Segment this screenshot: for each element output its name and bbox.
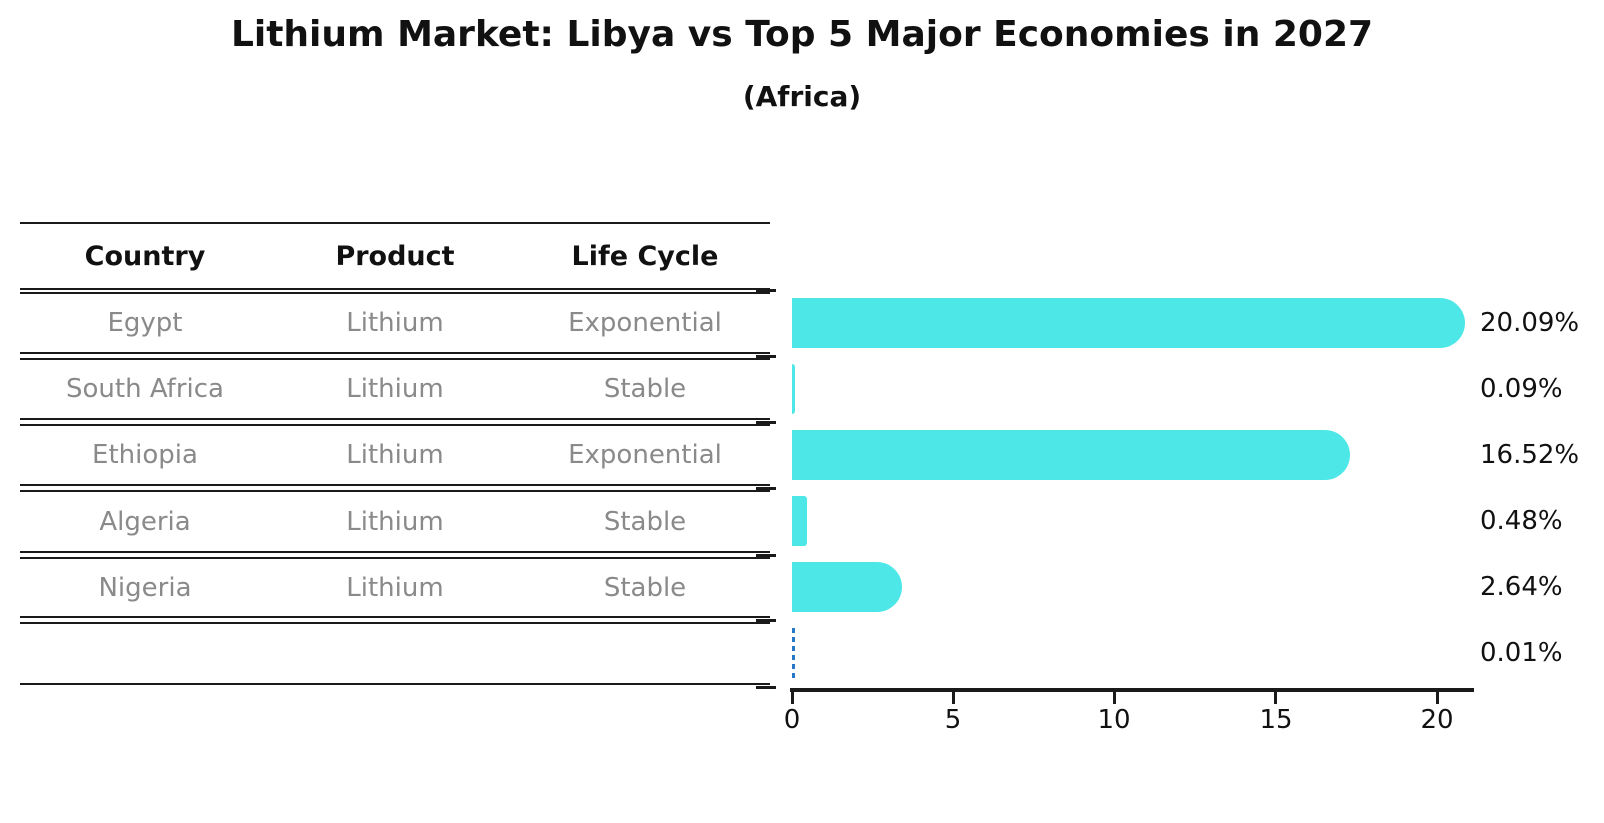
bar-south-africa <box>792 364 795 414</box>
cell-country: Nigeria <box>98 572 192 603</box>
cell-country: Egypt <box>107 308 183 338</box>
cell-country: Algeria <box>99 506 191 537</box>
column-header-lifecycle: Life Cycle <box>571 240 719 272</box>
table-row-ethiopia: Ethiopia Lithium Exponential <box>20 424 770 486</box>
cell-lifecycle <box>520 624 770 683</box>
y-tick <box>756 487 776 490</box>
value-label-libya: 0.01% <box>1480 638 1563 668</box>
table-row-nigeria: Nigeria Lithium Stable <box>20 557 770 618</box>
bar-egypt <box>792 298 1465 348</box>
table-row-algeria: Algeria Lithium Stable <box>20 490 770 553</box>
cell-lifecycle: Stable <box>603 506 687 537</box>
table-row-libya <box>20 622 770 685</box>
y-tick <box>756 421 776 424</box>
value-label-nigeria: 2.64% <box>1480 572 1563 602</box>
cell-country: South Africa <box>66 374 224 404</box>
x-tick-label-10: 10 <box>1097 705 1131 735</box>
x-tick-mark <box>1274 692 1278 704</box>
y-tick <box>756 619 776 622</box>
x-tick-mark <box>790 692 794 704</box>
y-tick <box>756 554 776 557</box>
x-tick-mark <box>951 692 955 704</box>
x-axis-line <box>790 688 1474 692</box>
cell-product <box>270 624 520 683</box>
value-label-algeria: 0.48% <box>1480 506 1563 536</box>
x-tick-mark <box>1113 692 1116 704</box>
cell-country <box>20 624 270 683</box>
x-tick-label-20: 20 <box>1420 705 1454 735</box>
cell-lifecycle: Stable <box>603 374 687 404</box>
bar-algeria <box>792 496 808 546</box>
column-header-product: Product <box>335 240 455 272</box>
value-label-south-africa: 0.09% <box>1480 374 1563 404</box>
cell-product: Lithium <box>346 572 444 603</box>
bar-libya-dashed <box>792 628 795 678</box>
cell-product: Lithium <box>346 374 444 404</box>
y-tick <box>756 686 776 689</box>
y-tick <box>756 355 776 358</box>
cell-lifecycle: Exponential <box>568 440 722 470</box>
bar-nigeria <box>792 562 903 612</box>
column-header-country: Country <box>84 240 206 272</box>
x-tick-label-15: 15 <box>1259 705 1293 735</box>
x-tick-label-0: 0 <box>783 705 801 735</box>
cell-country: Ethiopia <box>92 440 198 470</box>
cell-product: Lithium <box>346 506 444 537</box>
chart-title: Lithium Market: Libya vs Top 5 Major Eco… <box>230 14 1374 55</box>
y-tick <box>756 289 776 292</box>
value-label-ethiopia: 16.52% <box>1480 440 1580 470</box>
chart-subtitle: (Africa) <box>742 80 862 113</box>
cell-product: Lithium <box>346 440 444 470</box>
table-row-south-africa: South Africa Lithium Stable <box>20 358 770 420</box>
bar-ethiopia <box>792 430 1350 480</box>
table-row-egypt: Egypt Lithium Exponential <box>20 292 770 354</box>
cell-lifecycle: Stable <box>603 572 687 603</box>
value-label-egypt: 20.09% <box>1480 308 1580 338</box>
x-tick-mark <box>1435 692 1439 704</box>
table-header-row: Country Product Life Cycle <box>20 222 770 290</box>
x-tick-label-5: 5 <box>944 705 962 735</box>
cell-lifecycle: Exponential <box>568 308 722 338</box>
cell-product: Lithium <box>346 308 444 338</box>
